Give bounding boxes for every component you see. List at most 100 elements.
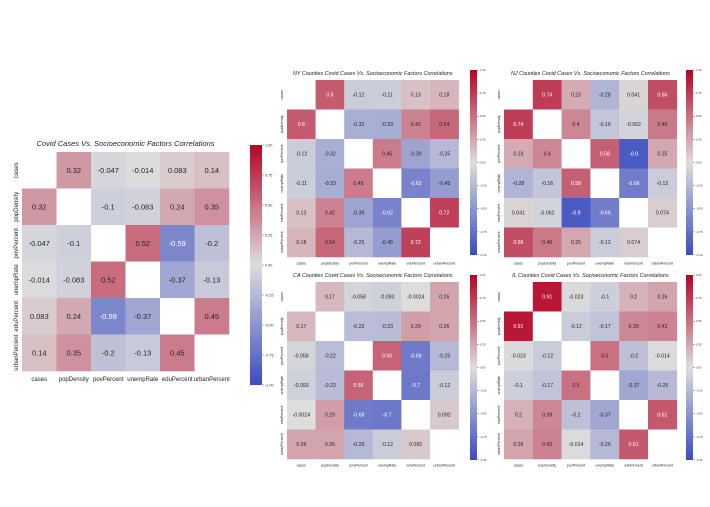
heatmap-cell xyxy=(561,282,591,312)
heatmap-cell xyxy=(287,370,316,401)
cell-value-label: -0.047 xyxy=(98,166,119,175)
cell-value-label: -0.023 xyxy=(511,354,526,360)
cell-value-label: -0.22 xyxy=(324,354,336,360)
cell-value-label: -0.33 xyxy=(381,122,393,128)
column-tick-label: povPercent xyxy=(567,262,585,266)
cell-value-label: 0.4 xyxy=(544,152,551,158)
heatmap-cell xyxy=(590,198,620,228)
cell-value-label: 0.2 xyxy=(515,413,522,419)
cell-value-label: 0.26 xyxy=(296,442,306,448)
heatmap-cell xyxy=(561,109,591,140)
cell-value-label: 0.74 xyxy=(513,122,523,128)
cell-value-label: -0.39 xyxy=(353,211,365,217)
heatmap-cell xyxy=(401,198,431,228)
cell-value-label: -0.23 xyxy=(324,383,336,389)
heatmap-cell xyxy=(504,282,534,312)
row-tick-label: unempRate xyxy=(280,376,284,395)
cell-value-label: 0.42 xyxy=(411,122,421,128)
cell-value-label: 0.42 xyxy=(325,211,335,217)
row-tick-label: popDensity xyxy=(497,115,501,133)
column-tick-label: cases xyxy=(514,262,524,266)
heatmap-cell xyxy=(372,168,402,199)
colorbar-tick-label: -0.50 xyxy=(480,412,487,416)
cell-value-label: 0.66 xyxy=(657,93,667,99)
row-tick-label: eduPercent xyxy=(14,301,20,332)
cell-value-label: -0.25 xyxy=(438,152,450,158)
row-tick-label: urbanPercent xyxy=(280,433,284,455)
chart-title: IL Counties Covid Cases Vs. Socioeconomi… xyxy=(512,273,669,279)
colorbar-tick-label: 0.00 xyxy=(480,160,486,164)
heatmap-cell xyxy=(160,152,195,189)
colorbar-tick-label: 0.75 xyxy=(265,173,272,177)
heatmap-cell xyxy=(590,370,620,401)
heatmap-cell xyxy=(344,80,374,110)
row-tick-label: cases xyxy=(497,90,501,100)
heatmap-cell xyxy=(504,198,534,228)
cell-value-label: 0.17 xyxy=(296,324,306,330)
heatmap-cell xyxy=(160,261,195,299)
cell-value-label: 0.56 xyxy=(382,354,392,360)
column-tick-label: urbanPercent xyxy=(434,262,456,266)
heatmap-cell xyxy=(532,429,562,460)
column-tick-label: povPercent xyxy=(567,464,585,468)
colorbar-tick-label: -0.25 xyxy=(480,184,487,188)
heatmap-cell xyxy=(315,139,345,169)
cell-value-label: -0.014 xyxy=(132,166,153,175)
heatmap-cell xyxy=(590,109,620,140)
heatmap-cell xyxy=(532,109,562,140)
cell-value-label: -0.13 xyxy=(134,348,151,357)
heatmap-cell xyxy=(430,198,459,228)
colorbar-tick-label: -1.00 xyxy=(480,253,487,257)
heatmap-cell xyxy=(619,400,649,430)
cell-value-label: 0.52 xyxy=(101,275,116,284)
cell-value-label: -0.25 xyxy=(438,354,450,360)
heatmap-cell xyxy=(561,370,591,401)
column-tick-label: povPercent xyxy=(349,464,367,468)
heatmap-cell xyxy=(344,429,374,460)
heatmap-cell xyxy=(56,298,92,335)
cell-value-label: 0.083 xyxy=(30,312,49,321)
heatmap-cell xyxy=(125,334,161,372)
heatmap-cell xyxy=(22,225,57,262)
heatmap-cell xyxy=(287,429,316,460)
heatmap-cell xyxy=(194,298,230,335)
cell-value-label: 0.26 xyxy=(657,295,667,301)
heatmap-cell xyxy=(619,109,649,140)
cell-value-label: 0.5 xyxy=(601,354,608,360)
cell-value-label: 0.32 xyxy=(66,166,81,175)
cell-value-label: -0.25 xyxy=(353,442,365,448)
cell-value-label: 0.18 xyxy=(439,93,449,99)
heatmap-cell xyxy=(91,334,126,372)
cell-value-label: -0.37 xyxy=(134,312,151,321)
heatmap-cell xyxy=(430,400,459,430)
cell-value-label: 0.56 xyxy=(353,383,363,389)
cell-value-label: 0.26 xyxy=(513,442,523,448)
cell-value-label: -0.0024 xyxy=(407,295,425,301)
colorbar xyxy=(250,145,262,385)
heatmap-cell xyxy=(561,400,591,430)
colorbar-tick-label: -0.50 xyxy=(696,207,703,211)
heatmap-cell xyxy=(344,198,374,228)
heatmap-cell xyxy=(194,188,230,226)
cell-value-label: -0.12 xyxy=(381,442,393,448)
cell-value-label: -0.1 xyxy=(514,383,523,389)
heatmap-cell xyxy=(160,188,195,226)
colorbar-tick-label: 1.00 xyxy=(696,68,702,72)
column-tick-label: eduPercent xyxy=(162,377,193,383)
cell-value-label: -0.12 xyxy=(295,152,307,158)
heatmap-cell xyxy=(648,168,678,199)
heatmap-cell xyxy=(315,109,345,140)
cell-value-label: -0.25 xyxy=(599,442,611,448)
heatmap-cell xyxy=(372,227,402,258)
heatmap-cell xyxy=(619,198,649,228)
row-tick-label: popDensity xyxy=(280,115,284,133)
column-tick-label: urbanPercent xyxy=(194,377,230,383)
heatmap-cell xyxy=(315,80,345,110)
colorbar-tick-label: 0.75 xyxy=(696,296,702,300)
chart-title: CA Counties Covid Cases Vs. Socioeconomi… xyxy=(293,273,453,279)
heatmap-cell xyxy=(344,311,374,342)
heatmap-cell xyxy=(22,188,57,226)
heatmap-cell xyxy=(504,139,534,169)
cell-value-label: -0.37 xyxy=(169,275,186,284)
column-tick-label: urbanPercent xyxy=(652,262,674,266)
